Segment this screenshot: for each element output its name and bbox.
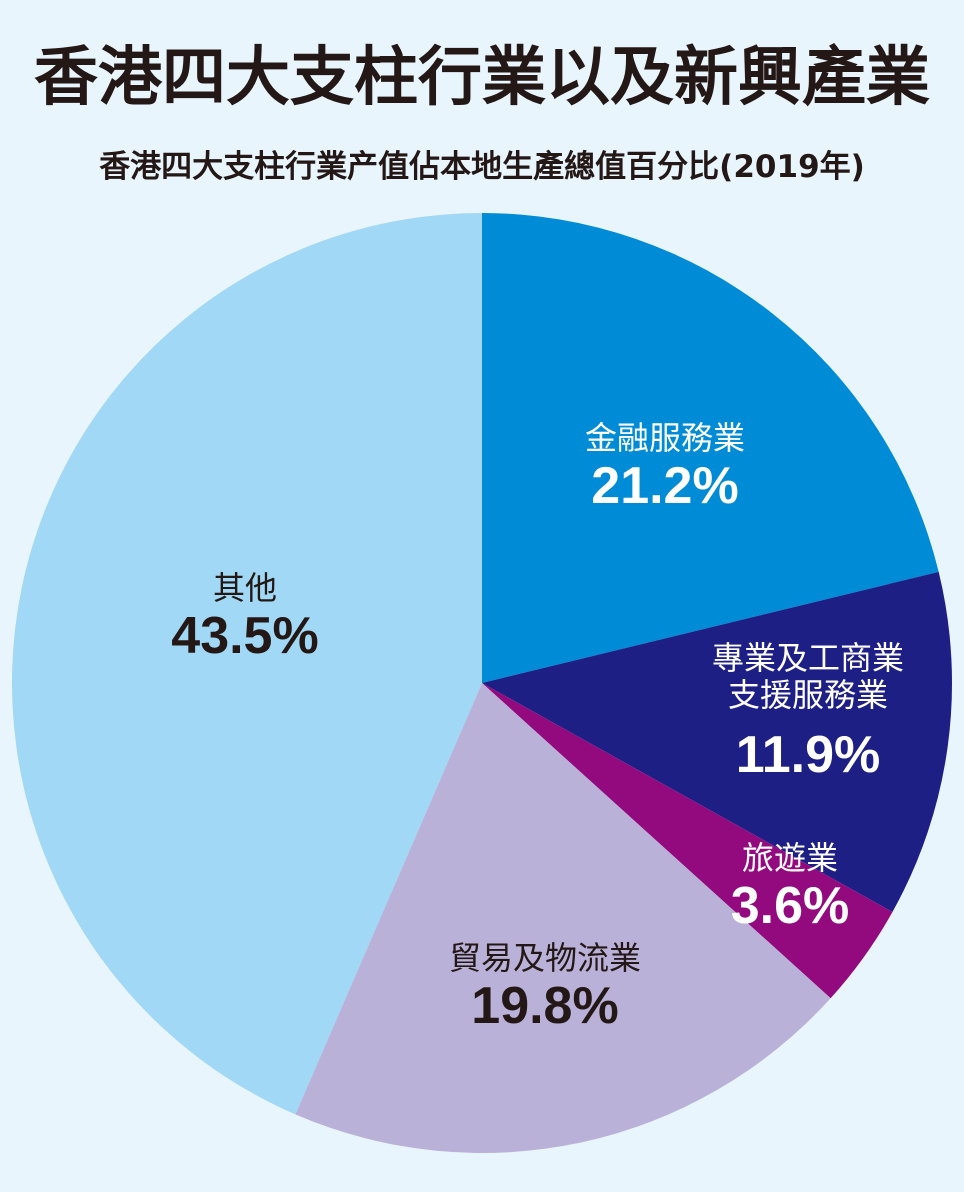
slice-value: 3.6% bbox=[730, 876, 850, 935]
slice-name: 金融服務業 bbox=[584, 419, 746, 457]
pie-slice bbox=[11, 213, 483, 1115]
slice-label: 旅遊業 3.6% bbox=[731, 840, 850, 937]
chart-title: 香港四大支柱行業以及新興產業 bbox=[34, 41, 930, 115]
slice-value: 21.2% bbox=[591, 456, 739, 515]
pie-slice bbox=[482, 683, 893, 999]
slice-value: 19.8% bbox=[471, 976, 619, 1035]
pie-slice bbox=[482, 213, 939, 683]
pie-slice bbox=[482, 571, 952, 913]
slice-label: 專業及工商業 支援服務業 11.9% bbox=[712, 640, 904, 785]
slice-value: 43.5% bbox=[171, 606, 319, 665]
slice-name: 其他 bbox=[212, 569, 278, 607]
chart-subtitle: 香港四大支柱行業产值佔本地生產總值百分比(2019年) bbox=[99, 149, 865, 185]
slice-label: 金融服務業 21.2% bbox=[585, 420, 745, 517]
slice-name: 貿易及物流業 bbox=[448, 939, 642, 977]
slice-name: 旅遊業 bbox=[741, 839, 838, 877]
slice-label: 其他 43.5% bbox=[171, 570, 318, 667]
slice-label: 貿易及物流業 19.8% bbox=[449, 940, 641, 1037]
pie-slice bbox=[295, 683, 831, 1154]
slice-value: 11.9% bbox=[735, 725, 881, 784]
slice-name: 專業及工商業 支援服務業 bbox=[711, 639, 905, 714]
